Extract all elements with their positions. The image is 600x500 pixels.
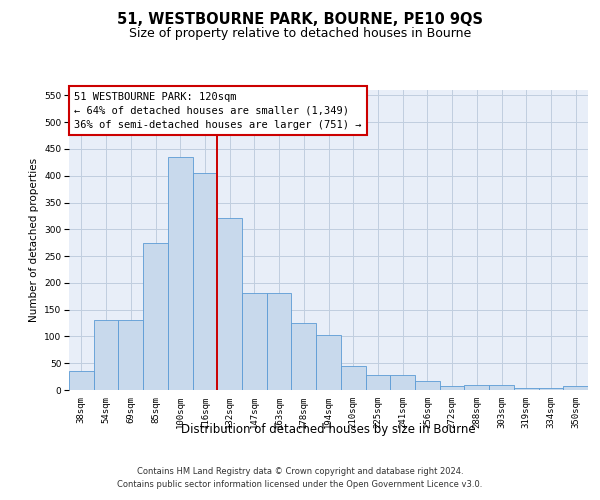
- Text: Contains public sector information licensed under the Open Government Licence v3: Contains public sector information licen…: [118, 480, 482, 489]
- Bar: [341, 366, 365, 390]
- Bar: [118, 320, 143, 390]
- Bar: [69, 371, 94, 390]
- Text: 51 WESTBOURNE PARK: 120sqm
← 64% of detached houses are smaller (1,349)
36% of s: 51 WESTBOURNE PARK: 120sqm ← 64% of deta…: [74, 92, 362, 130]
- Text: Size of property relative to detached houses in Bourne: Size of property relative to detached ho…: [129, 28, 471, 40]
- Bar: [217, 218, 242, 390]
- Bar: [267, 292, 292, 390]
- Bar: [415, 382, 440, 390]
- Bar: [464, 384, 489, 390]
- Text: Contains HM Land Registry data © Crown copyright and database right 2024.: Contains HM Land Registry data © Crown c…: [137, 468, 463, 476]
- Y-axis label: Number of detached properties: Number of detached properties: [29, 158, 38, 322]
- Bar: [563, 386, 588, 390]
- Bar: [514, 388, 539, 390]
- Bar: [292, 323, 316, 390]
- Bar: [365, 375, 390, 390]
- Bar: [489, 384, 514, 390]
- Bar: [168, 157, 193, 390]
- Bar: [94, 320, 118, 390]
- Bar: [242, 292, 267, 390]
- Text: Distribution of detached houses by size in Bourne: Distribution of detached houses by size …: [181, 422, 476, 436]
- Bar: [390, 375, 415, 390]
- Bar: [316, 335, 341, 390]
- Bar: [193, 173, 217, 390]
- Bar: [143, 242, 168, 390]
- Text: 51, WESTBOURNE PARK, BOURNE, PE10 9QS: 51, WESTBOURNE PARK, BOURNE, PE10 9QS: [117, 12, 483, 28]
- Bar: [539, 388, 563, 390]
- Bar: [440, 386, 464, 390]
